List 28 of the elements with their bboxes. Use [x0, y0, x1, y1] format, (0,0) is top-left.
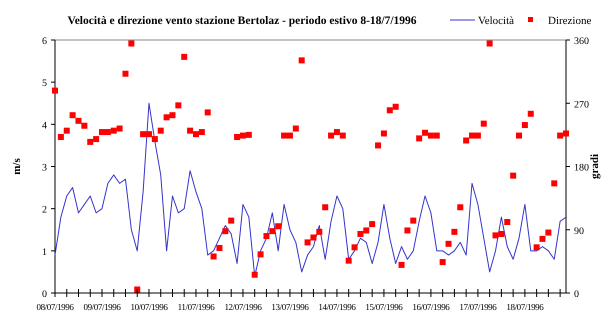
y-tick-label: 2 [42, 204, 47, 216]
x-tick-label: 18/07/1996 [506, 302, 544, 312]
x-tick-label: 16/07/1996 [412, 302, 450, 312]
y-tick-label: 0 [42, 289, 47, 300]
chart-title: Velocità e direzione vento stazione Bertolaz - periodo estivo 8-18/7/1996 [67, 15, 417, 27]
y-tick-label: 4 [42, 120, 47, 132]
y2-tick-label: 0 [574, 289, 579, 300]
y2-tick-label: 270 [574, 99, 589, 110]
x-tick-label: 10/07/1996 [130, 302, 168, 312]
y2-tick-label: 360 [574, 36, 589, 47]
x-tick-label: 11/07/1996 [178, 302, 216, 312]
x-tick-label: 14/07/1996 [318, 302, 356, 312]
x-tick-label: 17/07/1996 [459, 302, 498, 312]
x-tick-label: 08/07/1996 [36, 302, 74, 312]
x-tick-label: 15/07/1996 [365, 302, 404, 312]
legend-label: Velocità [478, 15, 514, 27]
x-tick-label: 13/07/1996 [271, 302, 310, 312]
y-tick-label: 1 [42, 246, 47, 258]
y-tick-label: 5 [42, 78, 47, 90]
y-tick-label: 6 [42, 36, 47, 47]
y2-axis-title: gradi [589, 154, 601, 180]
y2-tick-label: 90 [574, 226, 584, 237]
y-tick-label: 3 [42, 162, 47, 174]
y2-tick-label: 180 [574, 162, 589, 174]
x-tick-label: 12/07/1996 [224, 302, 262, 312]
x-tick-label: 09/07/1996 [83, 302, 122, 312]
y-axis-title: m/s [11, 158, 23, 175]
legend-label: Direzione [548, 15, 592, 27]
